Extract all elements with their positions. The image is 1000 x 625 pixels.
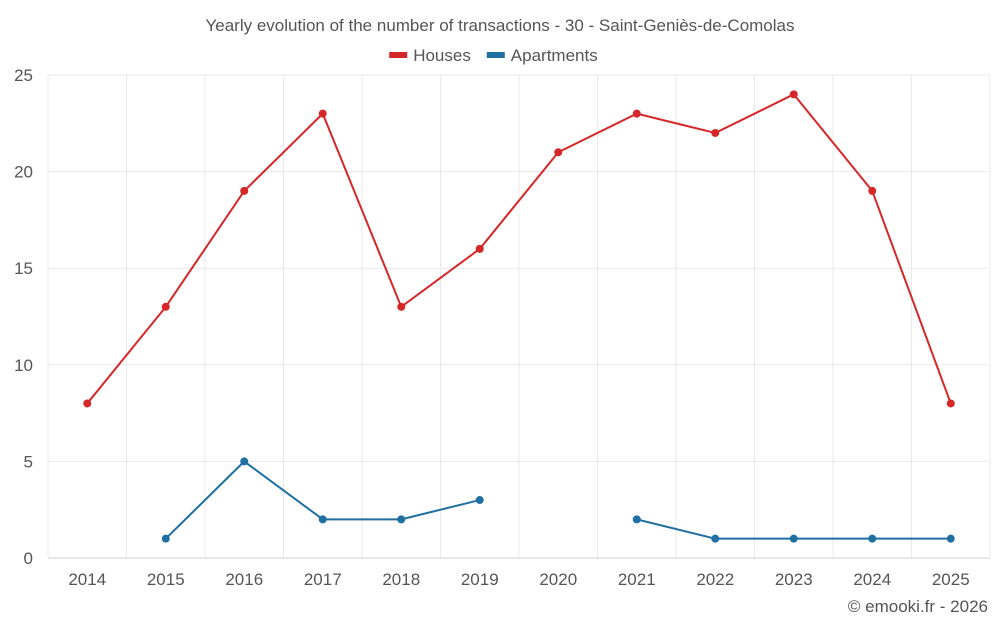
data-point-apartments[interactable] bbox=[868, 534, 877, 543]
data-point-houses[interactable] bbox=[240, 186, 249, 195]
y-tick-label: 25 bbox=[14, 66, 33, 85]
data-point-apartments[interactable] bbox=[946, 534, 955, 543]
data-point-houses[interactable] bbox=[554, 148, 563, 157]
y-tick-label: 10 bbox=[14, 356, 33, 375]
x-tick-label: 2020 bbox=[539, 570, 577, 589]
y-tick-label: 0 bbox=[24, 549, 33, 568]
x-axis-ticks: 2014 2015 2016 2017 2018 2019 2020 2021 2022 2023… bbox=[68, 570, 969, 589]
x-tick-label: 2017 bbox=[304, 570, 342, 589]
series-line-houses bbox=[86, 93, 952, 405]
data-point-houses[interactable] bbox=[397, 302, 406, 311]
x-tick-label: 2024 bbox=[853, 570, 891, 589]
x-gridlines bbox=[47, 75, 991, 558]
data-point-houses[interactable] bbox=[161, 302, 170, 311]
data-point-apartments[interactable] bbox=[240, 457, 249, 466]
x-tick-label: 2022 bbox=[696, 570, 734, 589]
data-point-apartments[interactable] bbox=[632, 515, 641, 524]
legend-label-apartments: Apartments bbox=[511, 46, 598, 65]
x-tick-label: 2014 bbox=[68, 570, 106, 589]
data-point-apartments[interactable] bbox=[161, 534, 170, 543]
y-axis-ticks: 0 5 10 15 20 25 bbox=[14, 66, 33, 568]
series-points bbox=[83, 90, 955, 543]
data-point-houses[interactable] bbox=[868, 186, 877, 195]
data-point-apartments[interactable] bbox=[711, 534, 720, 543]
legend: Houses Apartments bbox=[389, 46, 598, 65]
x-tick-label: 2021 bbox=[618, 570, 656, 589]
data-point-apartments[interactable] bbox=[475, 496, 484, 505]
x-tick-label: 2023 bbox=[775, 570, 813, 589]
data-point-houses[interactable] bbox=[946, 399, 955, 408]
data-point-houses[interactable] bbox=[83, 399, 92, 408]
x-tick-label: 2025 bbox=[932, 570, 970, 589]
y-tick-label: 5 bbox=[24, 452, 33, 471]
x-tick-label: 2019 bbox=[461, 570, 499, 589]
y-tick-label: 15 bbox=[14, 259, 33, 278]
data-point-apartments[interactable] bbox=[397, 515, 406, 524]
legend-swatch-apartments bbox=[486, 52, 505, 58]
x-tick-label: 2018 bbox=[382, 570, 420, 589]
data-point-houses[interactable] bbox=[789, 90, 798, 99]
legend-label-houses: Houses bbox=[413, 46, 471, 65]
legend-swatch-houses bbox=[389, 52, 408, 58]
data-point-houses[interactable] bbox=[318, 109, 327, 118]
data-point-apartments[interactable] bbox=[318, 515, 327, 524]
x-tick-label: 2016 bbox=[225, 570, 263, 589]
data-point-apartments[interactable] bbox=[789, 534, 798, 543]
data-point-houses[interactable] bbox=[711, 128, 720, 137]
credit-text: © emooki.fr - 2026 bbox=[847, 597, 988, 616]
y-tick-label: 20 bbox=[14, 163, 33, 182]
data-point-houses[interactable] bbox=[475, 244, 484, 253]
data-point-houses[interactable] bbox=[632, 109, 641, 118]
x-tick-label: 2015 bbox=[147, 570, 185, 589]
series-line-apartments bbox=[165, 460, 480, 540]
chart-title: Yearly evolution of the number of transa… bbox=[205, 16, 794, 35]
